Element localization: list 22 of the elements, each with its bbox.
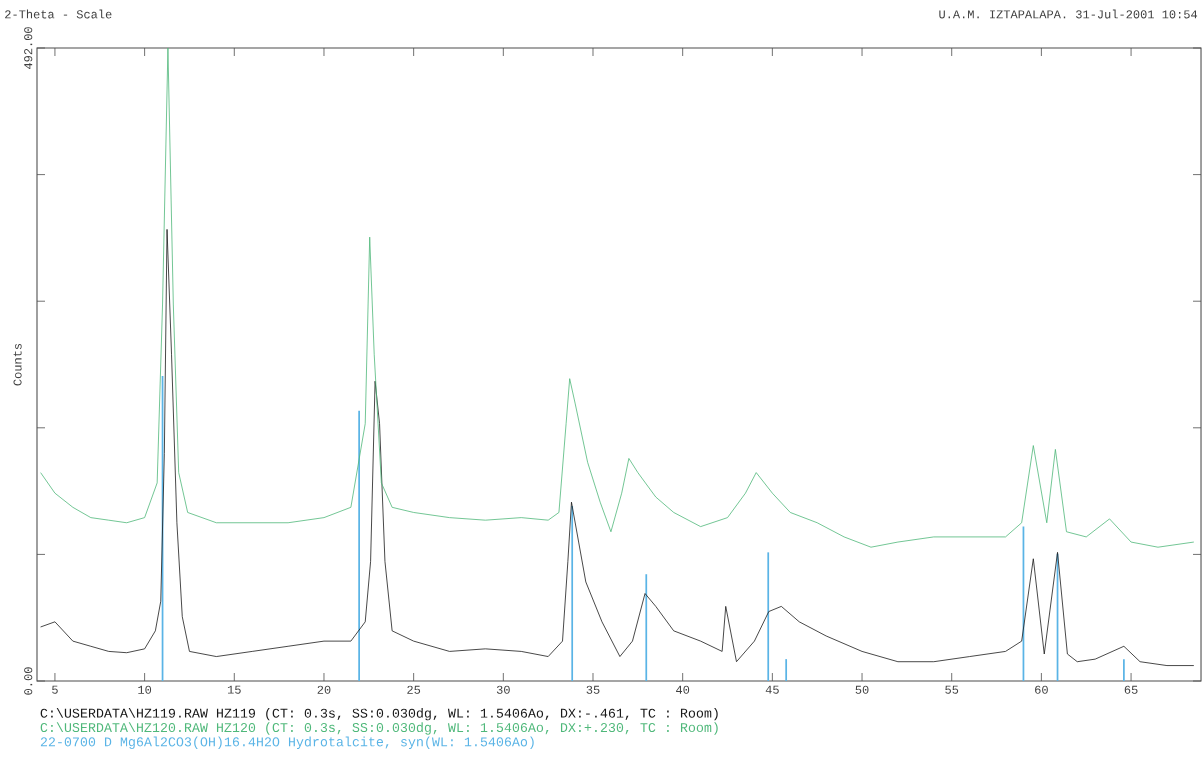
x-tick-label: 50 [855,685,869,694]
x-tick-label: 35 [586,685,600,694]
y-tick-label: 0.00 [24,667,33,695]
x-tick-label: 40 [676,685,690,694]
y-axis-title: Counts [13,343,22,386]
x-tick-label: 45 [765,685,779,694]
x-tick-label: 20 [317,685,331,694]
y-tick-label: 492.00 [24,27,33,69]
text: C:\USERDATA\HZ120.RAW HZ120 (CT: 0.3s, SS:0.030dg, WL: 1.5406Ao, DX:+.230, TC : Room) [40,722,718,735]
x-tick-label: 10 [138,685,152,694]
line-series [40,229,1195,666]
x-tick-label: 60 [1035,685,1048,694]
chart-title: 2-Theta - Scale [5,9,112,19]
x-tick-label: 5 [52,685,58,694]
x-tick-label: 65 [1124,685,1138,694]
x-tick-label: 15 [227,685,241,694]
x-tick-label: 30 [496,685,510,694]
x-tick-label: 25 [407,685,421,694]
x-tick-label: 55 [945,685,959,694]
text: 22-0700 D Mg6Al2CO3(OH)16.4H2O Hydrotalcite, syn(WL: 1.5406Ao) [40,736,534,750]
text: C:\USERDATA\HZ119.RAW HZ119 (CT: 0.3s, SS:0.030dg, WL: 1.5406Ao, DX:-.461, TC : Room) [40,707,718,721]
chart-subtitle: U.A.M. IZTAPALAPA. 31-Jul-2001 10:54 [939,9,1198,19]
